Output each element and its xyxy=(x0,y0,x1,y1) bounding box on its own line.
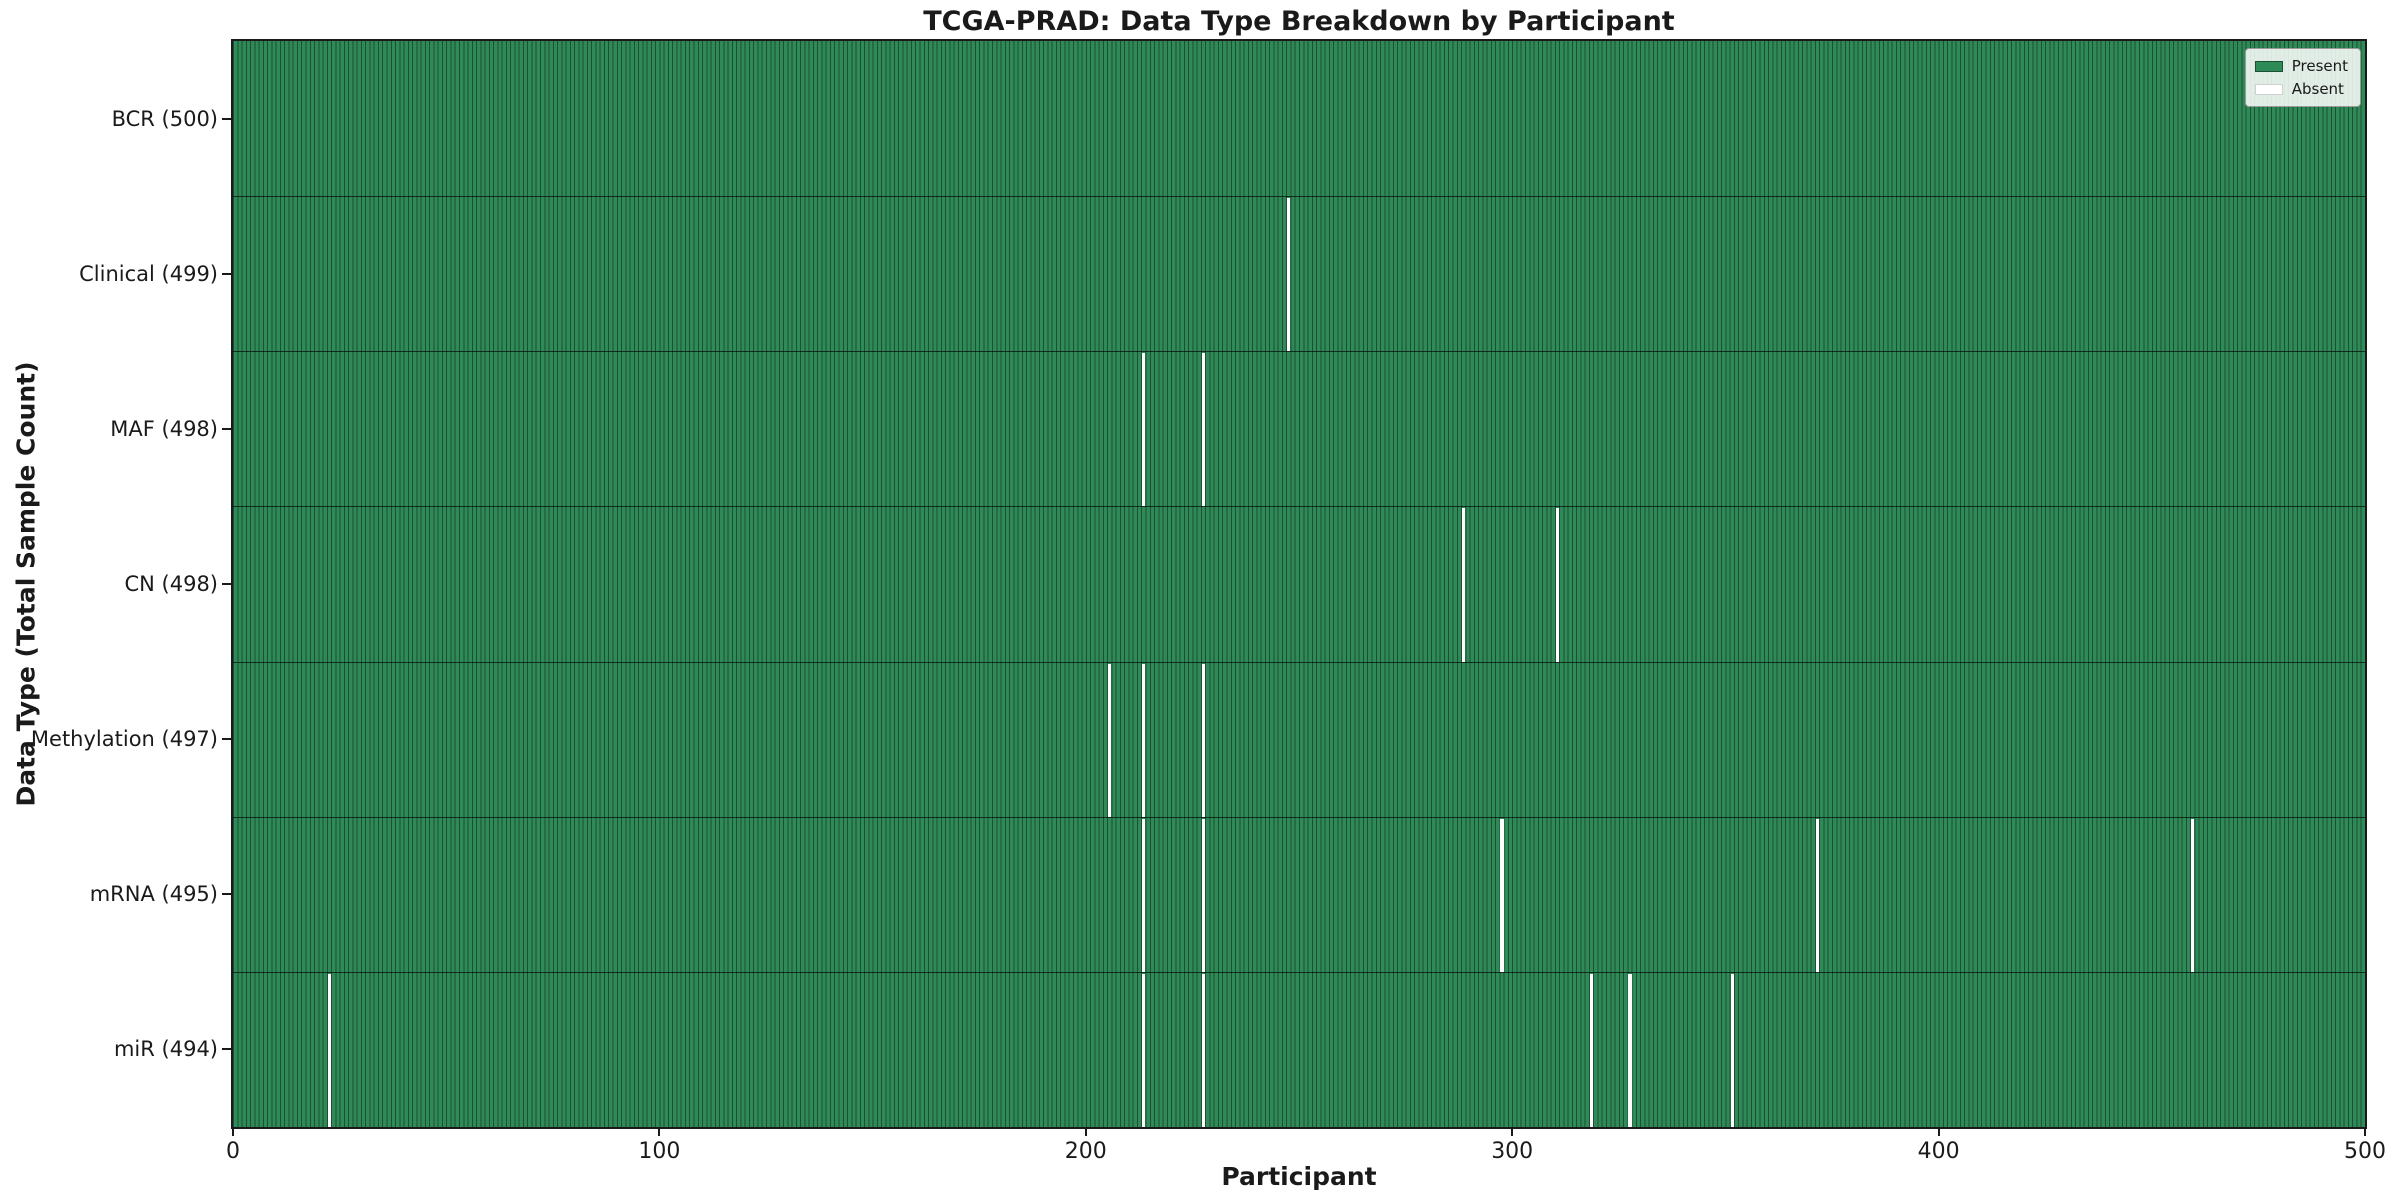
absent-gap-miR-227 xyxy=(1201,973,1206,1127)
chart-title: TCGA-PRAD: Data Type Breakdown by Partic… xyxy=(923,6,1675,37)
row-band-miR xyxy=(233,971,2365,1127)
legend-item-absent: Absent xyxy=(2254,79,2348,99)
absent-gap-Methylation-227 xyxy=(1201,663,1206,817)
y-tick-label-CN: CN (498) xyxy=(124,572,218,596)
legend-label-absent: Absent xyxy=(2291,80,2344,98)
x-tick-label-400: 400 xyxy=(1917,1139,1960,1164)
absent-gap-miR-318 xyxy=(1589,973,1594,1127)
row-band-MAF xyxy=(233,351,2365,507)
legend-swatch-absent-icon xyxy=(2254,83,2283,95)
x-tick-label-100: 100 xyxy=(638,1139,681,1164)
row-band-mRNA xyxy=(233,816,2365,972)
x-tick-label-500: 500 xyxy=(2344,1139,2386,1164)
x-tick-label-200: 200 xyxy=(1064,1139,1107,1164)
y-tick-mark-BCR xyxy=(222,117,231,120)
y-tick-label-MAF: MAF (498) xyxy=(110,416,218,441)
absent-gap-CN-288 xyxy=(1461,508,1466,662)
absent-gap-MAF-213 xyxy=(1142,353,1146,507)
legend: Present Absent xyxy=(2244,48,2361,107)
absent-gap-CN-310 xyxy=(1555,508,1560,662)
y-tick-mark-mRNA xyxy=(222,893,231,896)
row-band-Clinical xyxy=(233,196,2365,352)
y-tick-label-Clinical: Clinical (499) xyxy=(79,261,218,286)
absent-gap-MAF-227 xyxy=(1201,353,1206,507)
y-tick-mark-Methylation xyxy=(222,738,231,741)
absent-gap-Methylation-213 xyxy=(1142,663,1146,817)
absent-gap-miR-327 xyxy=(1628,973,1632,1127)
x-axis-label: Participant xyxy=(1221,1162,1377,1191)
absent-gap-Clinical-247 xyxy=(1287,198,1291,352)
row-band-BCR xyxy=(233,41,2365,197)
x-tick-mark-400 xyxy=(1937,1127,1940,1136)
absent-gap-miR-22 xyxy=(327,973,332,1127)
x-tick-mark-200 xyxy=(1084,1127,1087,1136)
y-tick-label-Methylation: Methylation (497) xyxy=(30,727,218,752)
absent-gap-Methylation-205 xyxy=(1108,663,1112,817)
row-band-CN xyxy=(233,506,2365,662)
absent-gap-mRNA-297 xyxy=(1500,818,1504,972)
plot-area: Present Absent xyxy=(231,39,2367,1129)
x-tick-label-300: 300 xyxy=(1491,1139,1534,1164)
y-tick-label-BCR: BCR (500) xyxy=(111,106,218,131)
x-tick-mark-500 xyxy=(2364,1127,2366,1136)
x-tick-mark-100 xyxy=(658,1127,661,1136)
x-tick-label-0: 0 xyxy=(226,1139,240,1164)
absent-gap-miR-351 xyxy=(1730,973,1734,1127)
y-tick-label-miR: miR (494) xyxy=(113,1037,218,1062)
y-tick-mark-MAF xyxy=(222,427,231,430)
x-tick-mark-300 xyxy=(1511,1127,1514,1136)
legend-item-present: Present xyxy=(2254,56,2348,76)
absent-gap-mRNA-227 xyxy=(1201,818,1206,972)
legend-label-present: Present xyxy=(2291,57,2348,75)
absent-gap-mRNA-459 xyxy=(2191,818,2195,972)
x-tick-mark-0 xyxy=(232,1127,234,1136)
row-band-Methylation xyxy=(233,661,2365,817)
y-tick-mark-Clinical xyxy=(222,272,231,275)
absent-gap-mRNA-213 xyxy=(1142,818,1146,972)
y-tick-mark-CN xyxy=(222,583,231,585)
absent-gap-mRNA-371 xyxy=(1815,818,1820,972)
absent-gap-miR-213 xyxy=(1142,973,1146,1127)
y-tick-label-mRNA: mRNA (495) xyxy=(89,882,218,907)
legend-swatch-present-icon xyxy=(2254,60,2283,72)
y-tick-mark-miR xyxy=(222,1048,231,1051)
